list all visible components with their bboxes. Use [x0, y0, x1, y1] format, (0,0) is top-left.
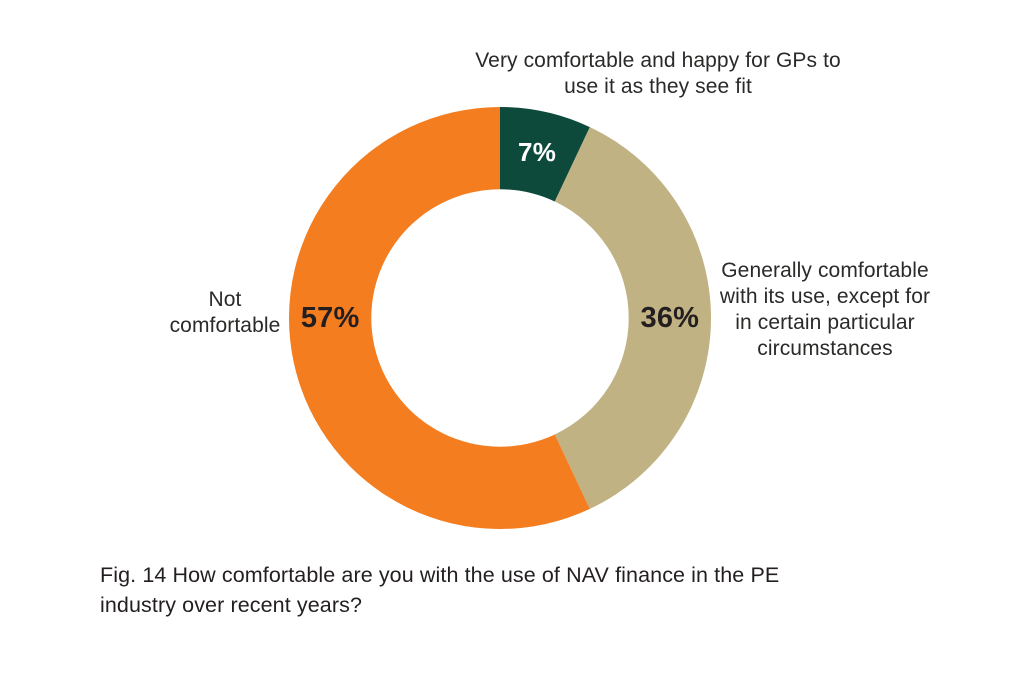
segment-value-label: 7% — [518, 137, 556, 167]
donut-segment — [289, 107, 590, 529]
figure-caption: Fig. 14 How comfortable are you with the… — [100, 563, 780, 617]
donut-segment — [500, 107, 590, 202]
segment-value-label: 57% — [301, 302, 360, 334]
donut-chart: 7% 36% 57% — [289, 107, 711, 529]
segment-label-generally-comfortable: Generally comfortable with its use, exce… — [719, 259, 931, 360]
donut-segment — [554, 127, 711, 509]
segment-label-not-comfortable: Not comfortable — [169, 288, 281, 337]
segment-label-very-comfortable: Very comfortable and happy for GPs to us… — [475, 49, 841, 98]
donut-chart-area: 7% 36% 57% — [289, 107, 711, 529]
segment-value-label: 36% — [641, 302, 700, 334]
